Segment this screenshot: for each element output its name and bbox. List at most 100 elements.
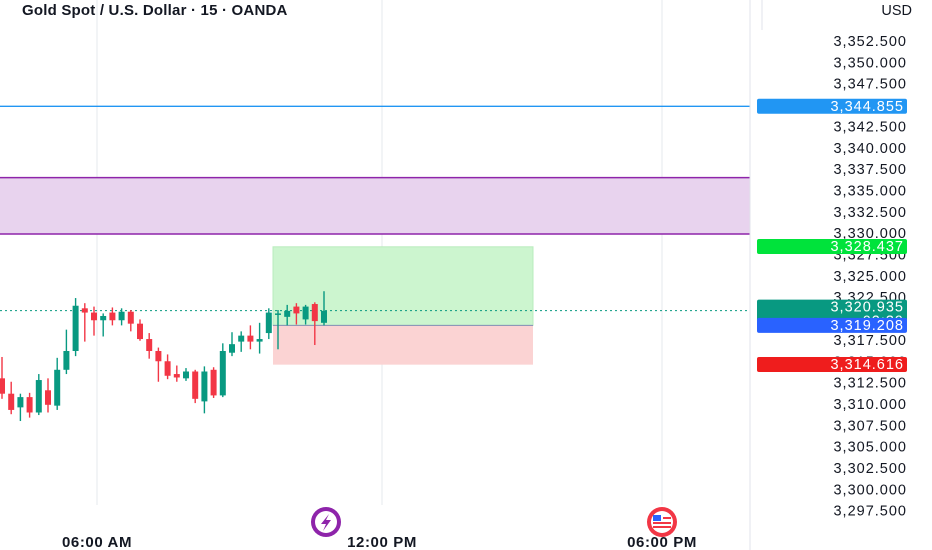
candle-body-18 [164,361,171,376]
candle-5 [45,378,51,413]
candle-body-21 [192,371,199,399]
candle-body-11 [100,315,107,321]
candle-body-22 [201,371,208,402]
x-tick-0: 06:00 AM [62,534,132,550]
candle-body-4 [35,380,42,413]
candle-body-28 [256,339,263,342]
candle-13 [118,308,125,326]
candle-30 [275,310,281,350]
y-tick-6: 3,337.500 [833,162,907,178]
candle-body-34 [311,304,318,322]
time-axis: 06:00 AM 12:00 PM 06:00 PM [62,534,697,550]
candle-body-6 [54,369,61,406]
candle-body-14 [127,311,134,324]
stop-loss-area [273,325,533,365]
stop-loss-price-tag-bg [757,357,907,373]
candle-1 [8,381,15,415]
candle-body-26 [238,335,245,342]
candle-body-33 [302,306,309,320]
y-tick-9: 3,330.000 [833,226,907,242]
candle-3 [26,392,33,418]
candle-body-25 [229,344,235,353]
candle-body-5 [45,390,51,405]
supply-zone [0,177,750,235]
candle-18 [164,354,171,380]
chart-lines [0,105,750,312]
x-tick-2: 06:00 PM [627,534,697,550]
candle-21 [192,369,199,404]
candle-body-2 [17,397,24,408]
y-tick-18: 3,307.500 [833,418,907,434]
candle-24 [219,343,226,398]
candle-27 [247,325,254,350]
candle-15 [137,319,143,341]
candle-34 [311,302,318,346]
candle-body-9 [81,308,88,313]
flash-event-icon[interactable] [311,507,341,537]
last-price-tag: 3,320.935 [830,300,904,316]
y-tick-17: 3,310.000 [833,397,907,413]
candle-4 [35,374,42,416]
candle-8 [72,298,79,357]
candle-6 [54,357,61,410]
x-tick-1: 12:00 PM [347,534,417,550]
candle-19 [173,365,180,382]
candle-32 [293,303,300,325]
candle-body-29 [265,312,272,334]
price-tags: 3,344.8553,328.4373,320.93502:393,319.20… [757,98,907,373]
candle-29 [265,308,272,340]
candle-body-31 [284,310,291,317]
candle-body-19 [173,374,180,378]
y-tick-22: 3,297.500 [833,504,907,520]
candle-23 [210,367,217,398]
resistance-price-tag-bg [757,98,907,114]
candle-28 [256,322,263,354]
candle-body-27 [247,335,254,342]
y-tick-4: 3,342.500 [833,119,907,135]
candle-body-0 [0,378,5,394]
stop-loss-price-tag: 3,314.616 [830,357,904,373]
price-axis: 3,352.5003,350.0003,347.5003,345.0003,34… [749,0,932,550]
candle-14 [127,310,134,332]
candle-body-35 [321,310,327,323]
take-profit-price-tag-bg [757,238,907,254]
take-profit-price-tag: 3,328.437 [830,239,904,255]
candle-16 [146,333,153,359]
candle-body-1 [8,393,15,410]
candle-22 [201,366,208,414]
y-tick-19: 3,305.000 [833,440,907,456]
candle-33 [302,304,309,325]
candle-11 [100,313,107,337]
candle-body-23 [210,369,217,396]
currency-label[interactable]: USD [881,3,912,19]
candle-body-32 [293,306,300,314]
entry-price-tag-bg [757,317,907,333]
price-axis-bg [756,0,932,550]
y-tick-8: 3,332.500 [833,205,907,221]
y-tick-2: 3,347.500 [833,77,907,93]
us-economic-event-icon[interactable] [647,507,677,537]
candle-body-15 [137,323,143,340]
candle-body-30 [275,313,281,315]
y-tick-1: 3,350.000 [833,55,907,71]
candle-17 [155,347,162,382]
candles [0,291,327,422]
candle-body-3 [26,397,33,413]
candle-25 [229,332,235,357]
y-tick-7: 3,335.000 [833,183,907,199]
candle-body-24 [219,351,226,396]
candle-2 [17,393,24,422]
candle-20 [183,368,189,381]
chart-zones [0,176,750,365]
resistance-price-tag: 3,344.855 [830,99,904,115]
candle-12 [109,307,116,326]
candle-10 [91,306,97,336]
candle-body-12 [109,312,116,321]
symbol-title: Gold Spot / U.S. Dollar · 15 · OANDA [22,2,288,19]
candle-body-8 [72,305,79,352]
candle-9 [81,303,88,342]
candle-body-20 [183,371,189,379]
entry-price-tag: 3,319.208 [830,318,904,334]
candle-body-13 [118,311,125,321]
